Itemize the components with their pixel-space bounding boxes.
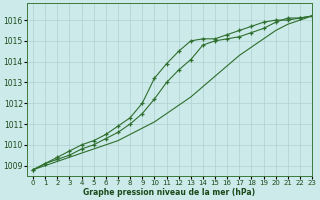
X-axis label: Graphe pression niveau de la mer (hPa): Graphe pression niveau de la mer (hPa) [84,188,256,197]
